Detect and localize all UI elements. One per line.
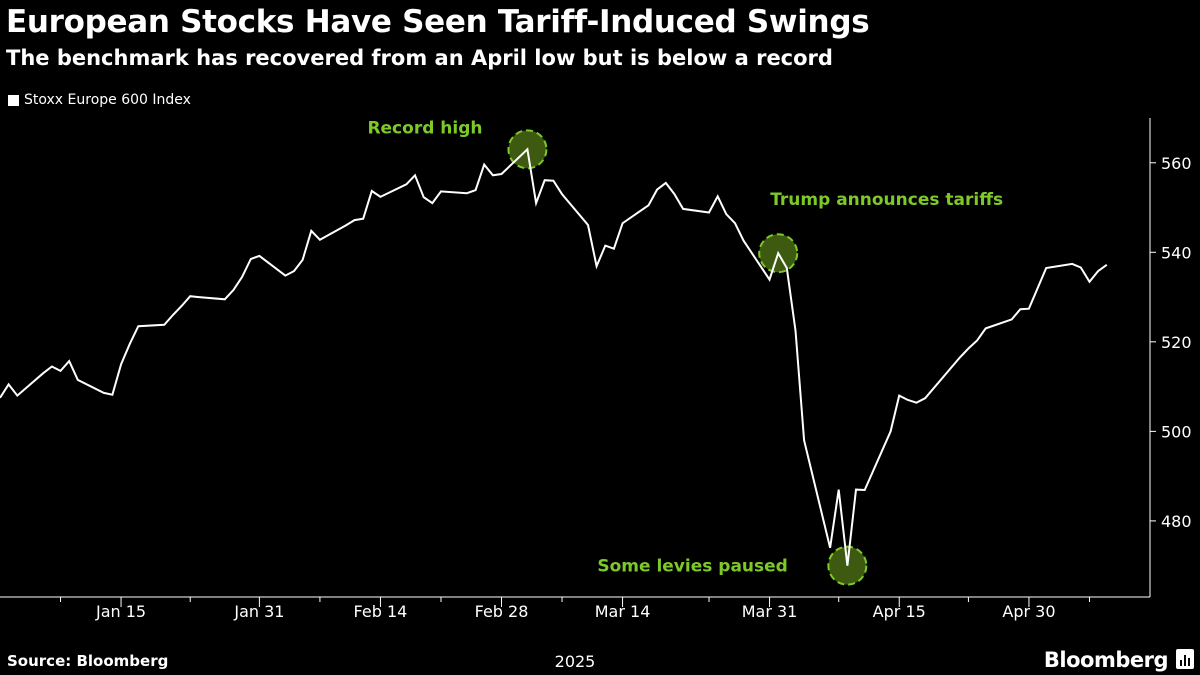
x-tick-label: Feb 14: [354, 602, 408, 621]
bloomberg-chart-icon: [1176, 649, 1194, 669]
y-tick-label: 520: [1161, 333, 1192, 352]
brand-logo: Bloomberg: [1043, 648, 1169, 672]
source-note: Source: Bloomberg: [7, 652, 169, 670]
series-line-stoxx-600: [0, 147, 1108, 566]
chart-title: European Stocks Have Seen Tariff-Induced…: [6, 4, 870, 40]
x-tick-label: Feb 28: [475, 602, 529, 621]
x-tick-label: Mar 31: [742, 602, 798, 621]
x-tick-label: Mar 14: [595, 602, 651, 621]
y-tick-label: 540: [1161, 243, 1192, 262]
annotation-labels: Record high Trump announces tariffs Some l…: [367, 118, 1003, 576]
x-tick-label: Apr 30: [1002, 602, 1055, 621]
x-tick-label: Jan 15: [95, 602, 146, 621]
annotation-label: Some levies paused: [597, 557, 787, 577]
legend-swatch: [8, 94, 19, 106]
y-tick-label: 480: [1161, 512, 1192, 531]
x-tick-label: Jan 31: [233, 602, 284, 621]
legend-label: Stoxx Europe 600 Index: [24, 92, 191, 108]
x-axis-label: 2025: [555, 652, 596, 671]
x-tick-label: Apr 15: [873, 602, 926, 621]
chart-axes: 480 500 520 540 560 Jan 15 Jan 31 Feb 14 Feb 28 M…: [0, 118, 1192, 671]
chart-subtitle: The benchmark has recovered from an Apri…: [6, 46, 833, 70]
annotation-label: Trump announces tariffs: [770, 190, 1003, 210]
annotation-label: Record high: [367, 118, 482, 138]
y-tick-label: 500: [1161, 422, 1192, 441]
legend: Stoxx Europe 600 Index: [8, 92, 191, 108]
y-tick-label: 560: [1161, 154, 1192, 173]
